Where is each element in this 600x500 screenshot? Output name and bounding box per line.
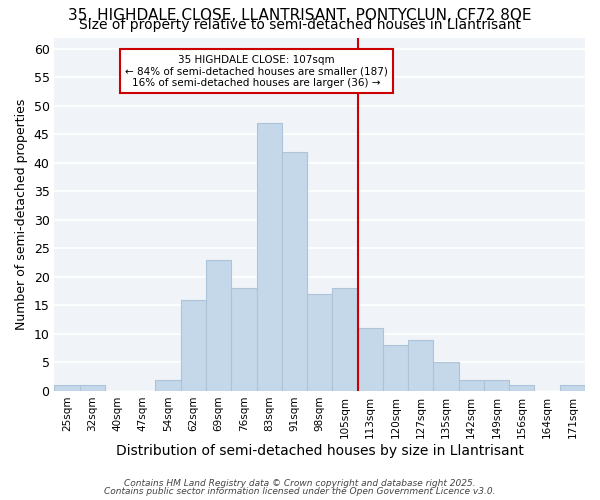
Bar [257,123,282,391]
Bar [332,288,358,391]
Bar [231,288,257,391]
Text: Contains public sector information licensed under the Open Government Licence v3: Contains public sector information licen… [104,487,496,496]
Bar [55,386,80,391]
Bar [433,362,458,391]
Bar [383,346,408,391]
X-axis label: Distribution of semi-detached houses by size in Llantrisant: Distribution of semi-detached houses by … [116,444,524,458]
Text: Contains HM Land Registry data © Crown copyright and database right 2025.: Contains HM Land Registry data © Crown c… [124,478,476,488]
Bar [80,386,105,391]
Bar [206,260,231,391]
Bar [282,152,307,391]
Y-axis label: Number of semi-detached properties: Number of semi-detached properties [15,98,28,330]
Bar [307,294,332,391]
Bar [458,380,484,391]
Bar [408,340,433,391]
Bar [155,380,181,391]
Bar [560,386,585,391]
Bar [181,300,206,391]
Text: Size of property relative to semi-detached houses in Llantrisant: Size of property relative to semi-detach… [79,18,521,32]
Bar [358,328,383,391]
Text: 35 HIGHDALE CLOSE: 107sqm
← 84% of semi-detached houses are smaller (187)
16% of: 35 HIGHDALE CLOSE: 107sqm ← 84% of semi-… [125,54,388,88]
Bar [484,380,509,391]
Bar [509,386,535,391]
Text: 35, HIGHDALE CLOSE, LLANTRISANT, PONTYCLUN, CF72 8QE: 35, HIGHDALE CLOSE, LLANTRISANT, PONTYCL… [68,8,532,22]
